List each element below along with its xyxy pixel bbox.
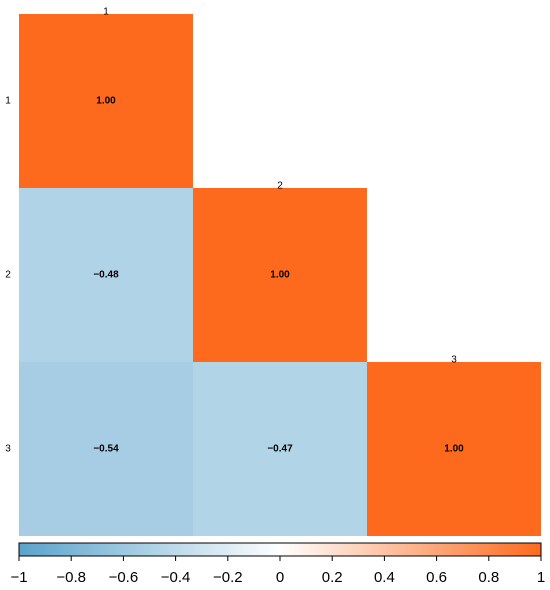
colorbar-tick-label: −0.2 (213, 569, 243, 586)
heatmap-cell (19, 188, 193, 362)
colorbar-tick-label: 0.6 (426, 569, 447, 586)
colorbar-tick-label: 0.2 (322, 569, 343, 586)
heatmap-cell (19, 362, 193, 536)
heatmap-cell (367, 362, 541, 536)
colorbar-tick-label: 0.4 (374, 569, 395, 586)
heatmap-cell (193, 188, 367, 362)
heatmap-cell (19, 14, 193, 188)
colorbar-tick-label: −1 (10, 569, 27, 586)
colorbar-tick-label: −0.4 (161, 569, 191, 586)
cell-label: −0.54 (93, 444, 119, 455)
column-label: 1 (103, 7, 109, 18)
column-label: 2 (277, 181, 283, 192)
heatmap-cell (193, 362, 367, 536)
colorbar-tick-label: 0 (276, 569, 284, 586)
colorbar-tick-label: −0.8 (56, 569, 86, 586)
column-label: 3 (451, 355, 457, 366)
cell-label: −0.48 (93, 270, 119, 281)
cell-label: 1.00 (270, 270, 290, 281)
colorbar-tick-label: −0.6 (109, 569, 139, 586)
colorbar-tick-label: 1 (537, 569, 545, 586)
cell-label: 1.00 (96, 96, 116, 107)
colorbar-tick-label: 0.8 (478, 569, 499, 586)
colorbar (18, 542, 542, 557)
cell-label: 1.00 (444, 444, 464, 455)
cell-label: −0.47 (267, 444, 293, 455)
row-label: 1 (5, 96, 11, 107)
row-label: 3 (5, 444, 11, 455)
row-label: 2 (5, 270, 11, 281)
